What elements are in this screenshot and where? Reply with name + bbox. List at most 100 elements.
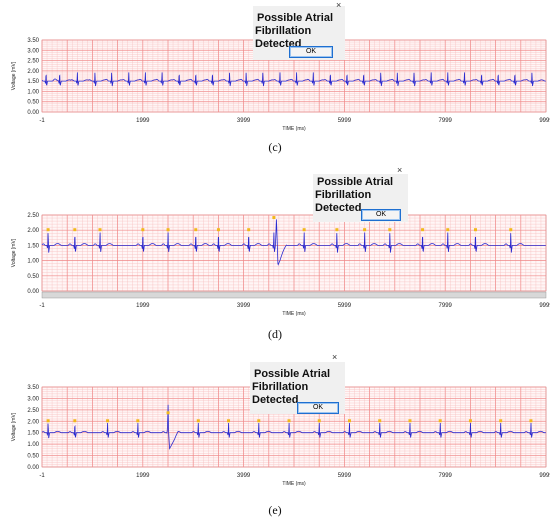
r-peak-marker	[166, 411, 170, 415]
y-tick-label: 1.50	[27, 79, 39, 85]
figure-caption-c: (c)	[268, 140, 282, 154]
ok-button[interactable]: OK	[361, 209, 401, 221]
r-peak-marker	[473, 228, 477, 232]
r-peak-marker	[363, 228, 367, 232]
dialog-title-line1: Possible Atrial	[257, 12, 334, 24]
r-peak-marker	[46, 419, 50, 423]
r-peak-marker	[247, 228, 251, 232]
r-peak-marker	[166, 228, 170, 232]
r-peak-marker	[73, 419, 77, 423]
y-tick-label: 3.00	[27, 48, 39, 54]
r-peak-marker	[509, 228, 513, 232]
x-tick-label: 3999	[237, 303, 251, 309]
x-tick-label: -1	[39, 303, 45, 309]
y-tick-label: 1.00	[27, 442, 39, 448]
alert-dialog-e: Possible Atrial Fibrillation Detected × …	[250, 352, 345, 414]
alert-dialog-c: Possible Atrial Fibrillation Detected × …	[253, 0, 345, 60]
ecg-trace	[41, 219, 546, 266]
x-tick-label: -1	[39, 473, 45, 479]
r-peak-marker	[446, 228, 450, 232]
x-tick-label: -1	[39, 118, 45, 124]
y-tick-label: 0.00	[27, 110, 39, 116]
y-axis-title: Voltage [mV]	[11, 412, 17, 441]
dialog-title-line1: Possible Atrial	[317, 176, 394, 188]
y-tick-label: 2.00	[27, 228, 39, 234]
ecg-panel-d: 2.50 2.00 1.50 1.00 0.50 0.00 -1 1999 3999 5999 79…	[0, 165, 550, 345]
x-tick-label: 1999	[136, 118, 150, 124]
ecg-panel-c: 3.50 3.00 2.50 2.00 1.50 1.00 0.50 0.00 -1 1999 39…	[0, 0, 550, 165]
r-peak-marker	[136, 419, 140, 423]
r-peak-marker	[388, 228, 392, 232]
r-peak-marker	[106, 419, 110, 423]
figure-caption-e: (e)	[268, 503, 282, 517]
r-peak-marker	[468, 419, 472, 423]
r-peak-marker	[257, 419, 261, 423]
x-tick-label: 5999	[338, 473, 352, 479]
r-peak-marker	[335, 228, 339, 232]
y-tick-label: 0.50	[27, 454, 39, 460]
x-tick-label: 3999	[237, 473, 251, 479]
dialog-title-line2: Fibrillation Detected	[315, 189, 372, 214]
y-tick-label: 3.00	[27, 396, 39, 402]
x-tick-label: 3999	[237, 118, 251, 124]
y-axis-title: Voltage [mV]	[11, 61, 17, 90]
y-tick-label: 2.50	[27, 213, 39, 219]
r-peak-marker	[194, 228, 198, 232]
r-peak-marker	[347, 419, 351, 423]
scrollbar	[41, 291, 547, 299]
y-tick-label: 0.50	[27, 100, 39, 106]
major-grid	[41, 214, 547, 292]
y-tick-label: 0.50	[27, 274, 39, 280]
r-peak-marker	[529, 419, 533, 423]
ecg-trace	[41, 72, 546, 87]
r-peak-marker	[378, 419, 382, 423]
r-peak-marker	[499, 419, 503, 423]
r-peak-marker	[46, 228, 50, 232]
y-tick-label: 2.00	[27, 69, 39, 75]
y-tick-label: 0.00	[27, 465, 39, 471]
r-peak-marker	[227, 419, 231, 423]
r-peak-marker	[302, 228, 306, 232]
close-icon[interactable]: ×	[397, 165, 403, 175]
r-peak-marker	[98, 228, 102, 232]
r-peak-marker	[408, 419, 412, 423]
y-tick-label: 1.50	[27, 243, 39, 249]
x-axis-title: TIME (ms)	[282, 481, 306, 487]
x-axis-title: TIME (ms)	[282, 311, 306, 317]
y-tick-label: 3.50	[27, 38, 39, 44]
r-peak-marker	[421, 228, 425, 232]
x-tick-label: 1999	[136, 303, 150, 309]
r-peak-marker	[287, 419, 291, 423]
y-tick-label: 2.50	[27, 59, 39, 65]
y-tick-label: 3.50	[27, 385, 39, 391]
r-peak-marker	[272, 216, 276, 220]
ecg-chart-d: 2.50 2.00 1.50 1.00 0.50 0.00 -1 1999 3999 5999 79…	[11, 213, 550, 317]
x-tick-label: 7999	[439, 118, 453, 124]
y-tick-label: 2.50	[27, 408, 39, 414]
r-peak-marker	[196, 419, 200, 423]
r-peak-marker	[73, 228, 77, 232]
r-peak-marker	[216, 228, 220, 232]
y-tick-label: 1.00	[27, 89, 39, 95]
alert-dialog-d: Possible Atrial Fibrillation Detected × …	[313, 165, 408, 222]
ecg-chart-e: 3.50 3.00 2.50 2.00 1.50 1.00 0.50 0.00-1 1999 39…	[11, 385, 550, 487]
ok-button[interactable]: OK	[289, 46, 333, 58]
close-icon[interactable]: ×	[332, 352, 338, 362]
y-tick-label: 0.00	[27, 289, 39, 295]
y-tick-label: 1.50	[27, 431, 39, 437]
y-axis-title: Voltage [mV]	[11, 238, 17, 267]
x-tick-label: 7999	[439, 473, 453, 479]
y-tick-label: 2.00	[27, 419, 39, 425]
close-icon[interactable]: ×	[336, 0, 342, 10]
x-tick-label: 7999	[439, 303, 453, 309]
r-peak-marker	[141, 228, 145, 232]
dialog-title-line1: Possible Atrial	[254, 368, 331, 380]
ecg-panel-e: 3.50 3.00 2.50 2.00 1.50 1.00 0.50 0.00 -1 1999 39…	[0, 345, 550, 520]
x-tick-label: 5999	[338, 118, 352, 124]
r-peak-marker	[438, 419, 442, 423]
ok-button[interactable]: OK	[297, 402, 339, 414]
ecg-trace	[41, 404, 546, 450]
